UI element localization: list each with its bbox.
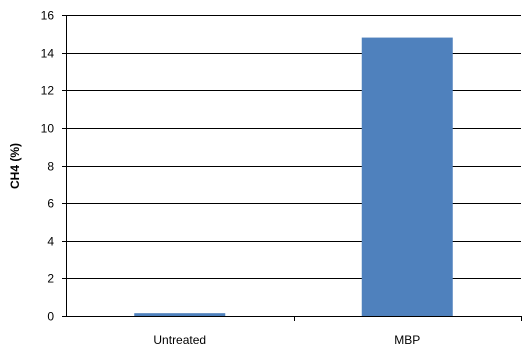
y-tick-label: 2 [47,272,54,286]
y-tick-label: 14 [41,47,55,61]
y-tick-labels: 0 2 4 6 8 10 12 14 16 [41,9,55,324]
bar-untreated [134,313,226,316]
y-tick-label: 8 [47,160,54,174]
x-tick-labels: Untreated MBP [153,333,420,347]
gridlines [66,15,521,279]
y-tick-label: 6 [47,197,54,211]
y-tick-label: 4 [47,235,54,249]
y-tick-label: 16 [41,9,55,23]
y-tick-label: 10 [41,122,55,136]
bars [134,37,453,316]
y-tick-label: 0 [47,310,54,324]
x-tick-label: Untreated [153,333,206,347]
y-tick-label: 12 [41,84,55,98]
y-axis-label: CH4 (%) [8,143,22,189]
bar-mbp [361,37,453,316]
x-tick-label: MBP [394,333,420,347]
axes [62,15,522,321]
